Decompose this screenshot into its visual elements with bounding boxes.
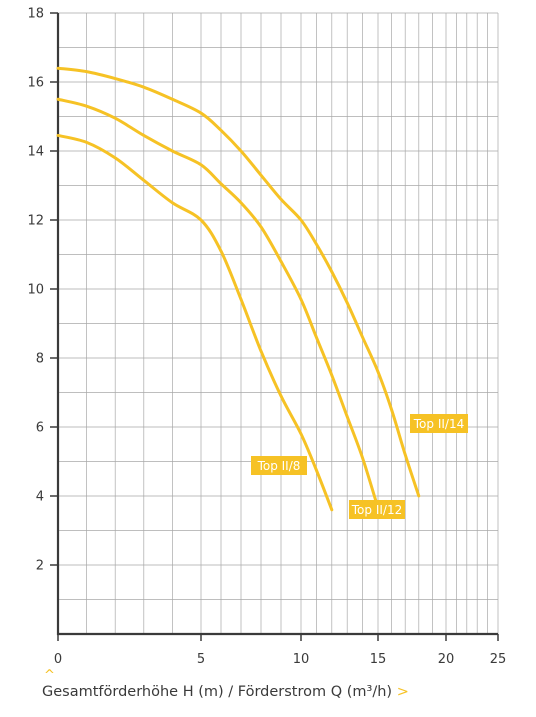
- series-label-bg: [251, 456, 307, 475]
- x-tick-label: 25: [490, 652, 507, 667]
- chevron-right-icon: >: [396, 684, 409, 700]
- series-line-2: [56, 97, 380, 510]
- axis-caption-text: Gesamtförderhöhe H (m) / Förderstrom Q (…: [42, 684, 393, 700]
- y-tick-label: 16: [27, 76, 44, 91]
- series-label: Top II/14: [413, 417, 464, 431]
- series-line-3: [56, 66, 421, 498]
- y-tick-label: 6: [36, 421, 44, 436]
- x-tick-label: 20: [438, 652, 455, 667]
- y-tick-labels: 2 4 6 8 10 12 14 16 18: [27, 7, 44, 574]
- x-tick-labels: 0 5 10 15 20 25: [54, 652, 506, 667]
- caret-up-icon: ^: [44, 668, 55, 683]
- x-tick-label: 5: [197, 652, 205, 667]
- y-tick-label: 2: [36, 559, 44, 574]
- x-tick-label: 15: [370, 652, 387, 667]
- series-labels: Top II/8 Top II/12 Top II/14: [251, 414, 468, 519]
- y-tick-label: 8: [36, 352, 44, 367]
- y-tick-label: 14: [27, 145, 44, 160]
- y-tick-label: 18: [27, 7, 44, 22]
- series-line-1: [56, 133, 334, 512]
- series-label-bg: [349, 500, 405, 519]
- series-label: Top II/8: [257, 459, 301, 473]
- y-tick-label: 12: [27, 214, 44, 229]
- grid: [58, 12, 499, 634]
- x-tick-label: 10: [293, 652, 310, 667]
- axes: [50, 12, 499, 641]
- series-label-bg: [410, 414, 468, 433]
- axis-caption: Gesamtförderhöhe H (m) / Förderstrom Q (…: [42, 684, 409, 700]
- x-tick-label: 0: [54, 652, 62, 667]
- y-tick-label: 10: [27, 283, 44, 298]
- series-label: Top II/12: [351, 503, 402, 517]
- series-curves: [56, 66, 421, 512]
- y-tick-label: 4: [36, 490, 44, 505]
